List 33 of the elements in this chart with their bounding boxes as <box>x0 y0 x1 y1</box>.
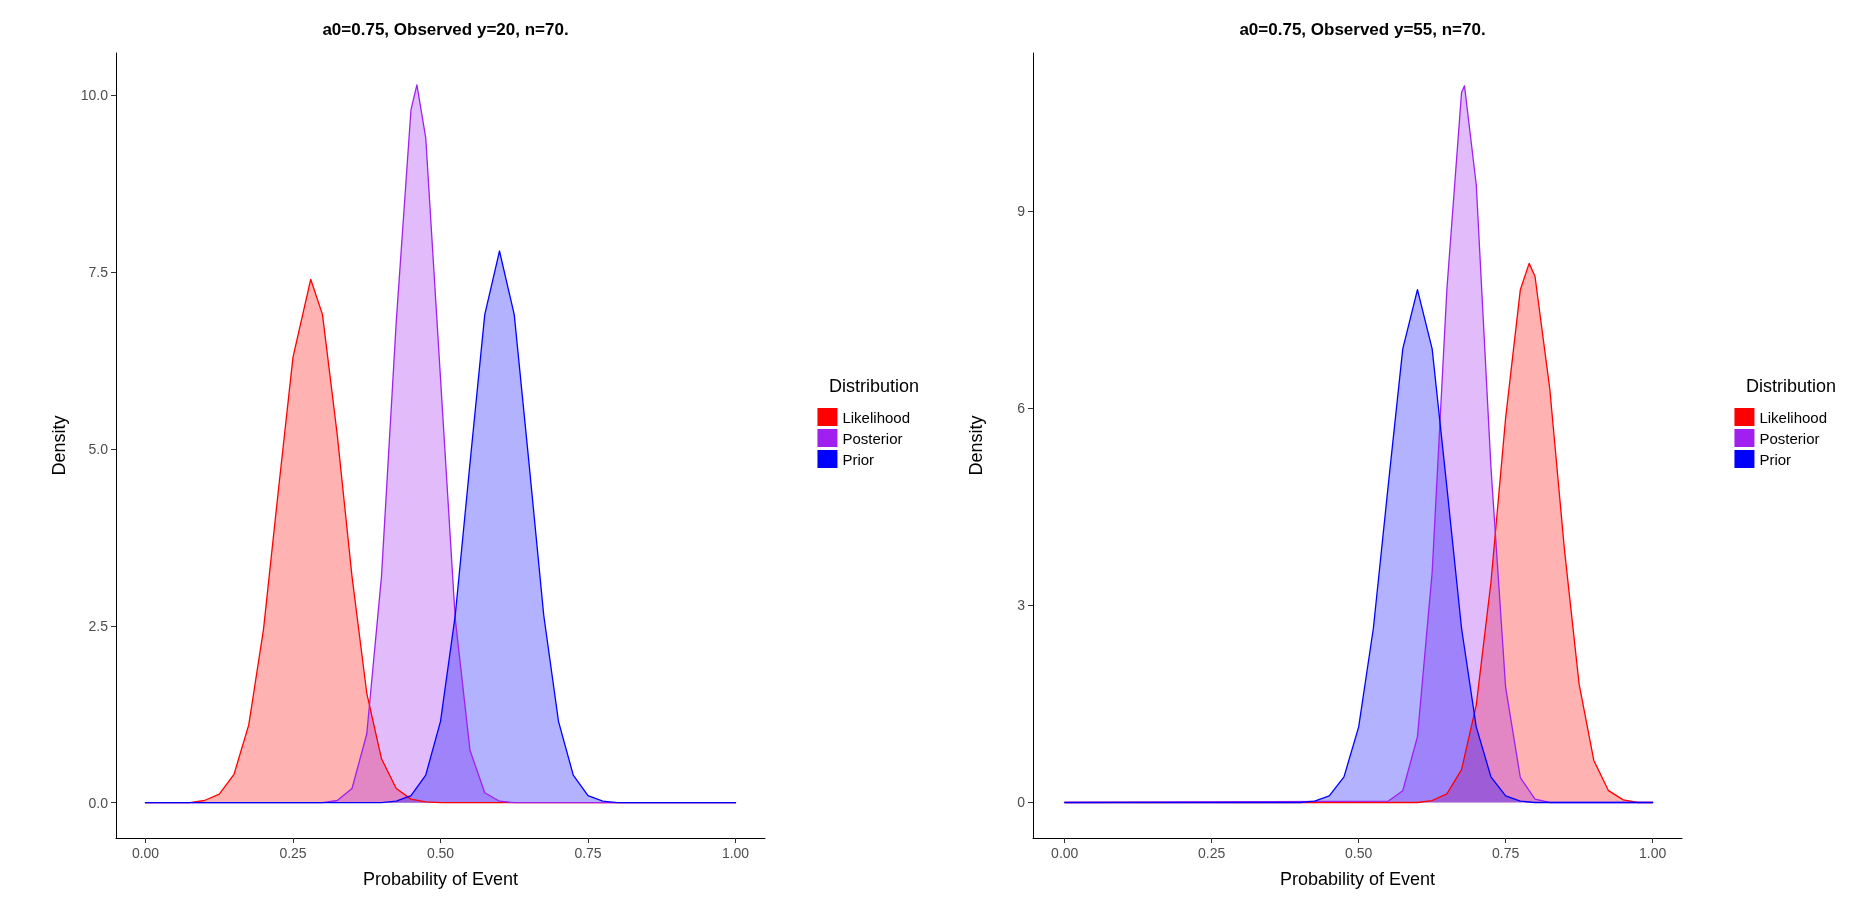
legend-label: Posterior <box>842 429 903 447</box>
y-tick-label: 5.0 <box>88 441 109 458</box>
x-tick-label: 0.25 <box>1198 845 1226 861</box>
legend-title: Distribution <box>1745 376 1837 396</box>
x-tick-label: 0.00 <box>131 845 160 861</box>
y-tick-label: 10.0 <box>80 87 109 104</box>
x-tick-label: 1.00 <box>1638 845 1667 861</box>
legend-label: Prior <box>842 450 875 468</box>
x-tick-label: 1.00 <box>721 845 750 861</box>
y-tick-label: 6 <box>1017 400 1026 417</box>
x-tick-label: 0.50 <box>1345 845 1373 861</box>
y-tick-label: 0 <box>1017 794 1026 811</box>
y-axis-title: Density <box>49 415 69 476</box>
legend-label: Likelihood <box>1759 408 1828 426</box>
y-tick-label: 2.5 <box>88 617 109 634</box>
x-tick-label: 0.50 <box>426 845 455 861</box>
chart-title: a0=0.75, Observed y=55, n=70. <box>1239 20 1486 39</box>
legend-label: Posterior <box>1759 429 1820 447</box>
x-tick-label: 0.75 <box>574 845 602 861</box>
x-tick-label: 0.00 <box>1051 845 1079 861</box>
chart-title: a0=0.75, Observed y=20, n=70. <box>322 20 569 39</box>
y-tick-label: 0.0 <box>88 794 109 811</box>
legend-label: Likelihood <box>842 408 911 426</box>
x-tick-label: 0.75 <box>1492 845 1520 861</box>
y-tick-label: 7.5 <box>88 264 109 281</box>
x-tick-label: 0.25 <box>279 845 307 861</box>
y-tick-label: 9 <box>1017 202 1026 219</box>
x-axis-title: Probability of Event <box>1279 869 1436 889</box>
y-tick-label: 3 <box>1017 597 1026 614</box>
y-axis-title: Density <box>966 415 986 476</box>
legend-title: Distribution <box>828 376 920 396</box>
legend-label: Prior <box>1759 450 1792 468</box>
x-axis-title: Probability of Event <box>362 869 519 889</box>
